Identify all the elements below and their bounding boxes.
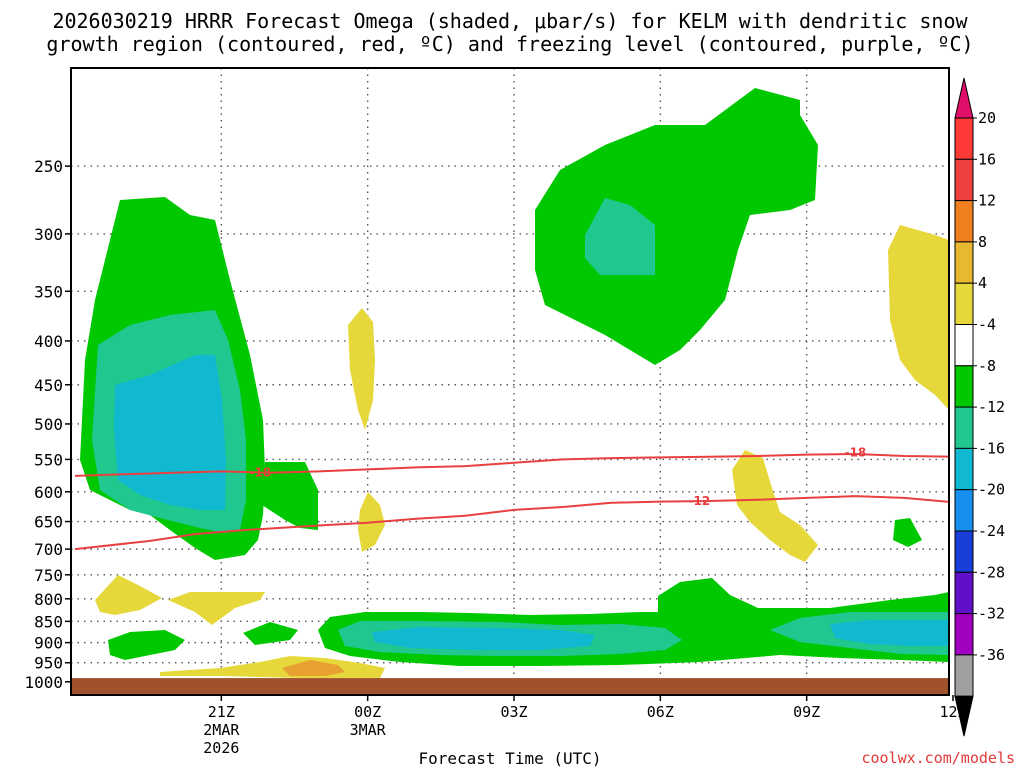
- colorbar-label: 12: [978, 192, 996, 210]
- y-tick-label: 850: [34, 612, 63, 631]
- colorbar-label: -4: [978, 316, 996, 334]
- omega-region-cyan: [830, 620, 949, 646]
- x-tick-label: 06Z: [647, 703, 674, 721]
- contour-label: -12: [689, 494, 711, 508]
- omega-region-green: [262, 462, 318, 530]
- colorbar-swatch: [954, 117, 974, 160]
- colorbar-swatch: [954, 158, 974, 202]
- colorbar-label: -16: [978, 439, 1005, 457]
- colorbar-swatch: [954, 489, 974, 532]
- colorbar-label: -12: [978, 398, 1005, 416]
- omega-region-green: [243, 622, 298, 645]
- credit-text: coolwx.com/models: [861, 749, 1015, 767]
- chart-title-line1: 2026030219 HRRR Forecast Omega (shaded, …: [52, 9, 968, 33]
- colorbar-label: -36: [978, 646, 1005, 664]
- colorbar-label: 4: [978, 274, 987, 292]
- x-tick-label: 00Z: [354, 703, 381, 721]
- omega-region-yellow: [348, 308, 375, 430]
- x-tick-label: 09Z: [793, 703, 820, 721]
- colorbar-top-arrow: [954, 77, 974, 119]
- y-tick-label: 300: [34, 225, 63, 244]
- y-tick-label: 400: [34, 332, 63, 351]
- chart-title-line2: growth region (contoured, red, ºC) and f…: [46, 32, 973, 56]
- x-tick-label: 3MAR: [350, 721, 387, 739]
- y-axis: 250 300 350 400 450 500 550 600 650 700 750 800 850 9…: [24, 157, 71, 692]
- omega-region-orange: [282, 660, 345, 676]
- colorbar-swatch: [954, 530, 974, 573]
- omega-shading: [80, 88, 949, 678]
- colorbar: 20 16 12 8 4 -4 -8 -12 -16 -20 -24 -28 -32 -36: [954, 77, 1005, 737]
- colorbar-label: -28: [978, 563, 1005, 581]
- colorbar-swatch: [954, 613, 974, 656]
- plot-frame: [70, 67, 950, 696]
- contour-line: [74, 452, 949, 477]
- x-tick-label: 2MAR: [203, 721, 240, 739]
- colorbar-swatch: [954, 571, 974, 615]
- omega-region-teal: [585, 198, 655, 275]
- colorbar-swatch: [954, 447, 974, 491]
- plot-area: -18 -18 -12: [71, 68, 949, 695]
- y-tick-label: 450: [34, 376, 63, 395]
- ground-surface: [71, 678, 949, 695]
- colorbar-label: -20: [978, 481, 1005, 499]
- y-tick-label: 350: [34, 282, 63, 301]
- y-tick-label: 750: [34, 566, 63, 585]
- x-axis-label: Forecast Time (UTC): [418, 749, 601, 768]
- omega-region-yellow: [95, 575, 162, 615]
- omega-region-yellow: [732, 450, 818, 562]
- colorbar-swatch: [954, 406, 974, 449]
- y-tick-label: 1000: [24, 673, 63, 692]
- omega-region-yellow: [888, 225, 949, 410]
- y-tick-label: 500: [34, 415, 63, 434]
- colorbar-label: 16: [978, 150, 996, 168]
- colorbar-swatch: [954, 282, 974, 326]
- omega-region-green: [893, 518, 922, 547]
- colorbar-label: 8: [978, 233, 987, 251]
- x-tick-label: 21Z: [208, 703, 235, 721]
- y-tick-label: 700: [34, 540, 63, 559]
- colorbar-swatch: [954, 241, 974, 284]
- x-tick-label: 03Z: [500, 703, 527, 721]
- colorbar-swatch: [954, 365, 974, 408]
- colorbar-swatch: [954, 200, 974, 243]
- colorbar-bottom-arrow: [954, 695, 974, 737]
- omega-region-green: [108, 630, 185, 660]
- omega-region-yellow: [168, 592, 265, 625]
- contour-label: -18: [845, 446, 867, 460]
- contour-label: -18: [250, 466, 272, 480]
- y-tick-label: 600: [34, 483, 63, 502]
- omega-region-cyan: [372, 627, 595, 650]
- y-tick-label: 900: [34, 634, 63, 653]
- colorbar-swatch: [954, 654, 974, 697]
- colorbar-label: 20: [978, 109, 996, 127]
- colorbar-label: -24: [978, 522, 1005, 540]
- y-tick-label: 650: [34, 513, 63, 532]
- y-tick-label: 800: [34, 590, 63, 609]
- y-tick-label: 550: [34, 450, 63, 469]
- temperature-contours: -18 -18 -12: [74, 446, 949, 551]
- omega-region-green: [535, 88, 818, 365]
- colorbar-swatch: [954, 324, 974, 367]
- contour-line: [74, 495, 949, 551]
- x-tick-label: 2026: [203, 739, 239, 757]
- colorbar-label: -8: [978, 357, 996, 375]
- y-tick-label: 250: [34, 157, 63, 176]
- y-tick-label: 950: [34, 654, 63, 673]
- colorbar-label: -32: [978, 605, 1005, 623]
